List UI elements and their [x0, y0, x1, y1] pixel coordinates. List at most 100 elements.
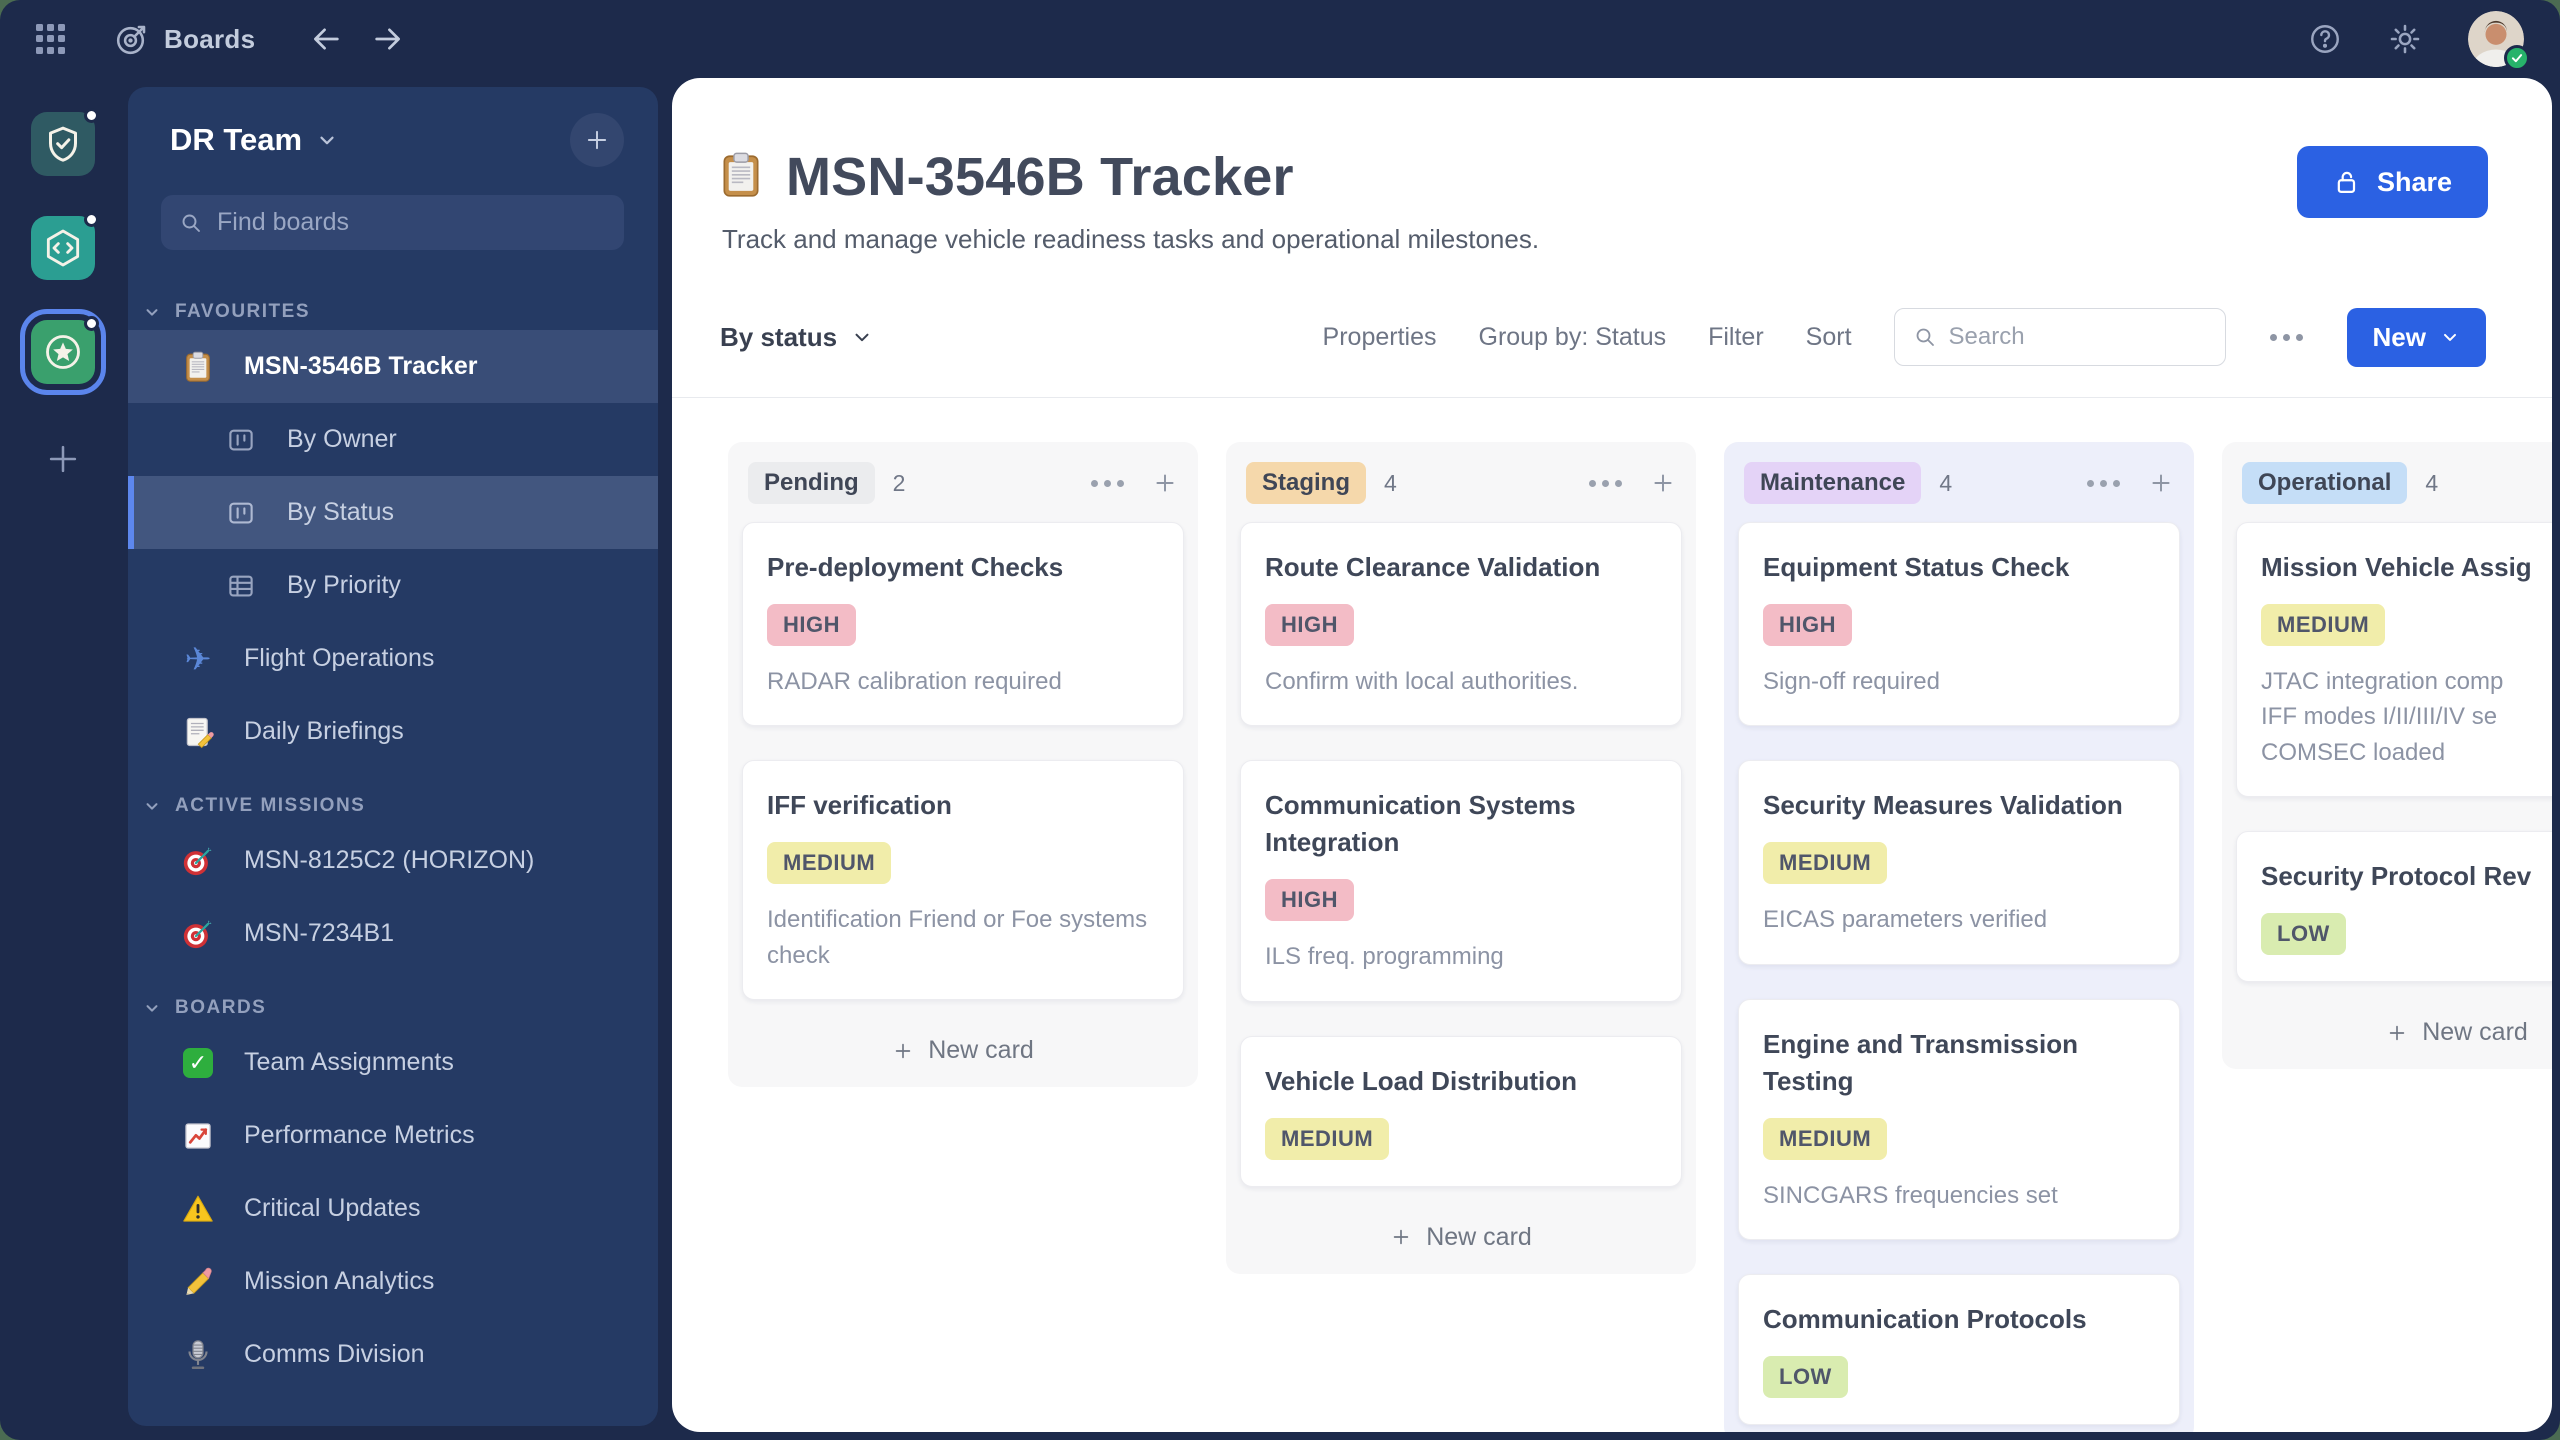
target-dart-icon: [180, 916, 216, 952]
column-add-icon[interactable]: [1152, 470, 1178, 496]
card-title: Vehicle Load Distribution: [1265, 1065, 1578, 1096]
board-search[interactable]: [1893, 308, 2226, 366]
page-title: MSN-3546B Tracker: [786, 147, 1294, 207]
card-communication-protocols[interactable]: Communication Protocols LOW: [1738, 1274, 2180, 1426]
back-arrow-icon[interactable]: [309, 22, 343, 56]
column-count: 2: [892, 469, 906, 496]
sidebar-item-msn-8125c2[interactable]: MSN-8125C2 (HORIZON): [128, 824, 658, 897]
sidebar-item-label: Team Assignments: [244, 1048, 454, 1076]
card-route-clearance-validation[interactable]: Route Clearance Validation HIGH Confirm …: [1240, 522, 1682, 727]
section-boards[interactable]: BOARDS: [128, 990, 658, 1026]
properties-button[interactable]: Properties: [1322, 322, 1437, 351]
card-mission-vehicle-assignment[interactable]: Mission Vehicle Assig MEDIUM JTAC integr…: [2236, 522, 2552, 798]
search-icon: [1916, 328, 1934, 346]
share-label: Share: [2376, 166, 2452, 197]
priority-badge: LOW: [1763, 1356, 1848, 1399]
column-operational: Operational 4 Mission Vehicle Assig MEDI…: [2222, 442, 2552, 1070]
find-boards-input[interactable]: [217, 208, 606, 237]
sidebar-item-label: MSN-8125C2 (HORIZON): [244, 846, 535, 874]
card-description: ILS freq. programming: [1265, 943, 1504, 971]
search-icon: [182, 214, 200, 232]
column-add-icon[interactable]: [1650, 470, 1676, 496]
sidebar-item-label: By Owner: [287, 425, 397, 453]
sidebar-item-team-assignments[interactable]: ✓ Team Assignments: [128, 1026, 658, 1099]
apps-grid-icon[interactable]: [36, 24, 66, 54]
sidebar-item-label: Mission Analytics: [244, 1267, 435, 1295]
verified-badge-icon: [2504, 45, 2530, 71]
sort-button[interactable]: Sort: [1805, 322, 1852, 351]
card-engine-transmission-testing[interactable]: Engine and Transmission Testing MEDIUM S…: [1738, 998, 2180, 1241]
column-more-icon[interactable]: [1089, 470, 1126, 497]
priority-badge: HIGH: [1265, 603, 1354, 646]
section-active-missions[interactable]: ACTIVE MISSIONS: [128, 788, 658, 824]
filter-button[interactable]: Filter: [1708, 322, 1764, 351]
sidebar-item-flight-operations[interactable]: ✈︎ Flight Operations: [128, 622, 658, 695]
shield-check-app-icon[interactable]: [30, 108, 99, 176]
priority-badge: MEDIUM: [1763, 842, 1888, 885]
column-status-badge: Pending: [748, 462, 875, 504]
main-content: MSN-3546B Tracker Track and manage vehic…: [672, 78, 2552, 1432]
notification-dot: [83, 316, 99, 331]
column-more-icon[interactable]: [2085, 470, 2122, 497]
topbar: Boards: [0, 0, 2560, 78]
card-title: Communication Systems Integration: [1265, 790, 1576, 858]
card-title: IFF verification: [767, 790, 952, 821]
new-card-button[interactable]: New card: [1240, 1213, 1682, 1258]
help-icon[interactable]: [2308, 22, 2342, 56]
sidebar-item-by-priority[interactable]: By Priority: [128, 549, 658, 622]
card-pre-deployment-checks[interactable]: Pre-deployment Checks HIGH RADAR calibra…: [742, 522, 1184, 727]
plus-icon: [2389, 1025, 2405, 1041]
sidebar-item-by-owner[interactable]: By Owner: [128, 403, 658, 476]
card-security-measures-validation[interactable]: Security Measures Validation MEDIUM EICA…: [1738, 760, 2180, 965]
sidebar-search[interactable]: [161, 195, 624, 250]
warning-icon: [180, 1191, 216, 1227]
priority-badge: LOW: [2261, 913, 2346, 956]
boards-logo[interactable]: Boards: [114, 21, 255, 57]
avatar[interactable]: [2468, 11, 2530, 71]
card-communication-systems-integration[interactable]: Communication Systems Integration HIGH I…: [1240, 760, 1682, 1002]
sidebar-item-daily-briefings[interactable]: Daily Briefings: [128, 695, 658, 768]
chevron-down-icon: [146, 309, 158, 316]
more-options-icon[interactable]: [2268, 324, 2305, 351]
sidebar-item-performance-metrics[interactable]: Performance Metrics: [128, 1099, 658, 1172]
sidebar-item-label: Performance Metrics: [244, 1121, 475, 1149]
card-security-protocol-review[interactable]: Security Protocol Rev LOW: [2236, 831, 2552, 983]
star-circle-app-icon[interactable]: [19, 309, 106, 395]
code-hexagon-app-icon[interactable]: [30, 212, 99, 280]
section-favourites[interactable]: FAVOURITES: [128, 294, 658, 330]
share-button[interactable]: Share: [2296, 146, 2488, 218]
clipboard-icon: [180, 349, 216, 385]
card-iff-verification[interactable]: IFF verification MEDIUM Identification F…: [742, 760, 1184, 1001]
chevron-down-icon: [146, 803, 158, 810]
card-equipment-status-check[interactable]: Equipment Status Check HIGH Sign-off req…: [1738, 522, 2180, 727]
sidebar-item-by-status[interactable]: By Status: [128, 476, 658, 549]
board-search-input[interactable]: [1948, 323, 2207, 351]
sidebar-item-mission-analytics[interactable]: Mission Analytics: [128, 1245, 658, 1318]
card-vehicle-load-distribution[interactable]: Vehicle Load Distribution MEDIUM: [1240, 1035, 1682, 1187]
page-subtitle: Track and manage vehicle readiness tasks…: [722, 224, 1540, 254]
add-app-icon[interactable]: [44, 440, 82, 483]
gear-icon[interactable]: [2388, 22, 2422, 56]
add-board-button[interactable]: [570, 113, 624, 167]
view-switcher[interactable]: By status: [720, 322, 873, 353]
new-button[interactable]: New: [2346, 307, 2486, 367]
group-by-button[interactable]: Group by: Status: [1478, 322, 1667, 351]
new-card-label: New card: [1426, 1222, 1532, 1251]
card-description: Sign-off required: [1763, 667, 1940, 695]
new-card-button[interactable]: New card: [2236, 1008, 2552, 1053]
sidebar-item-comms-division[interactable]: Comms Division: [128, 1318, 658, 1391]
sidebar-item-critical-updates[interactable]: Critical Updates: [128, 1172, 658, 1245]
column-more-icon[interactable]: [1587, 470, 1624, 497]
card-description: EICAS parameters verified: [1763, 906, 2048, 934]
new-card-button[interactable]: New card: [742, 1026, 1184, 1071]
card-description-line: JTAC integration comp: [2261, 667, 2504, 695]
card-title: Security Protocol Rev: [2261, 861, 2532, 892]
team-switcher[interactable]: DR Team: [170, 122, 338, 158]
sidebar-item-tracker[interactable]: MSN-3546B Tracker: [128, 330, 658, 403]
column-add-icon[interactable]: [2148, 470, 2174, 496]
board-toolbar: By status Properties Group by: Status Fi…: [672, 307, 2552, 367]
sidebar-item-msn-7234b1[interactable]: MSN-7234B1: [128, 897, 658, 970]
kanban-board: Pending 2 Pre-deployment Checks HIGH RAD…: [672, 397, 2552, 1432]
card-description-line: COMSEC loaded: [2261, 738, 2446, 766]
forward-arrow-icon[interactable]: [371, 22, 405, 56]
